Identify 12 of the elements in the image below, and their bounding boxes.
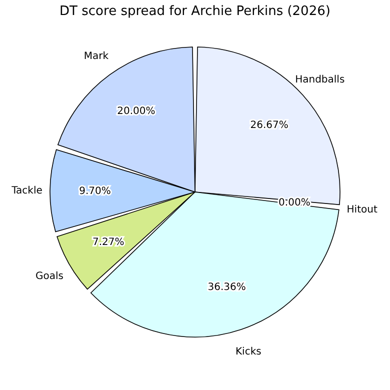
data-label: 9.70% [79, 186, 111, 198]
data-label: 36.36% [208, 282, 246, 293]
chart-title: DT score spread for Archie Perkins (2026) [60, 4, 330, 19]
slice-label: Kicks [235, 346, 262, 358]
data-label: 7.27% [92, 237, 124, 248]
slice-label: Mark [84, 51, 109, 62]
slice-label: Tackle [10, 185, 42, 196]
slice-label: Goals [36, 271, 64, 282]
category-label: Hitout [346, 204, 378, 216]
slice-label: Handballs [295, 74, 345, 86]
data-label: 20.00% [117, 106, 156, 118]
data-label: 26.67% [250, 120, 288, 132]
